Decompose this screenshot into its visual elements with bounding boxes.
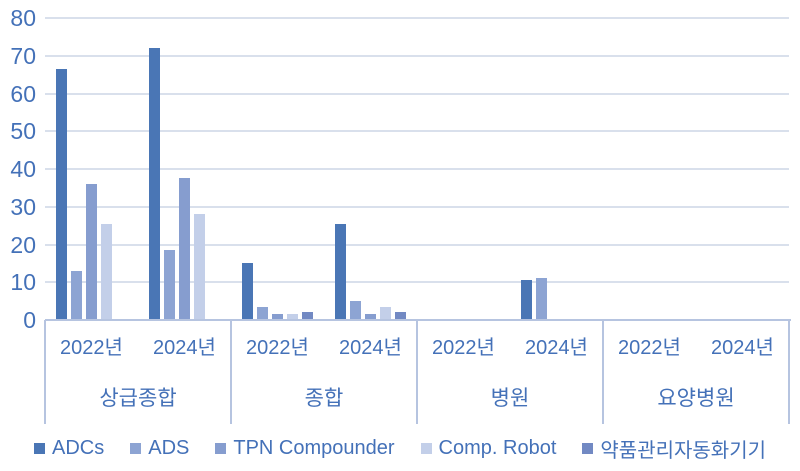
bar-adcs [55,68,68,320]
gridline [45,243,789,246]
bar-comp-robot [286,314,299,320]
bar-ads [256,306,269,320]
legend-item: ADS [130,437,189,460]
bar-adcs [148,48,161,320]
year-label: 2022년 [432,337,495,359]
legend-swatch-icon [34,443,45,454]
bar-adcs [520,280,533,320]
year-label: 2022년 [618,337,681,359]
legend-label: ADS [148,437,190,459]
legend-swatch-icon [215,443,227,454]
bar-약품관리자동화기기 [301,312,314,320]
y-tick-label: 70 [10,42,36,69]
legend-item: TPN Compounder [215,437,395,460]
bar-tpn-compounder [364,314,377,320]
bar-ads [163,250,176,320]
y-tick-label: 0 [23,307,36,333]
y-tick-label: 50 [10,118,36,145]
group-label: 종합 [304,387,344,410]
gridline [45,17,789,19]
y-tick-label: 30 [10,193,36,220]
legend-swatch-icon [582,443,594,454]
gridline [45,168,789,170]
year-label: 2024년 [339,337,402,359]
bar-ads [70,270,83,320]
y-tick-label: 80 [10,5,36,31]
bar-adcs [241,263,254,320]
axis-group-separator [602,320,604,424]
axis-group-separator [44,320,46,424]
group-label: 요양병원 [657,387,735,410]
year-label: 2024년 [153,337,216,359]
bar-tpn-compounder [271,314,284,320]
legend-label: Comp. Robot [438,437,557,459]
legend-label: ADCs [52,437,105,459]
axis-group-separator [788,320,790,424]
bar-약품관리자동화기기 [394,312,407,320]
y-tick-label: 10 [10,269,36,296]
group-label: 병원 [490,387,530,410]
bar-ads [349,301,362,320]
legend-swatch-icon [130,443,142,454]
gridline [45,130,789,133]
y-tick-label: 20 [10,231,36,258]
legend-swatch-icon [420,443,432,454]
gridline [45,92,789,95]
bar-tpn-compounder [85,184,98,320]
year-label: 2022년 [60,337,123,359]
bar-tpn-compounder [178,178,191,320]
bar-comp-robot [379,306,392,320]
year-label: 2024년 [525,337,588,359]
legend-label: TPN Compounder [233,437,395,459]
gridline [45,205,789,208]
gridline [45,54,789,57]
legend-item: 약품관리자동화기기 [582,434,766,463]
group-label: 상급종합 [99,387,177,410]
bar-comp-robot [193,214,206,320]
legend: ADCs ADS TPN Compounder Comp. Robot 약품관리자동화기… [0,434,800,463]
bar-ads [535,278,548,320]
axis-group-separator [416,320,418,424]
axis-group-separator [230,320,232,424]
gridline [45,281,789,284]
year-label: 2022년 [246,337,309,359]
y-tick-label: 40 [10,156,36,182]
bar-adcs [334,223,347,320]
year-label: 2024년 [711,337,774,359]
x-axis-line [45,319,791,321]
bar-comp-robot [100,223,113,320]
y-tick-label: 60 [10,80,36,107]
legend-item: ADCs [34,437,104,460]
legend-item: Comp. Robot [420,437,557,460]
legend-label: 약품관리자동화기기 [600,440,766,462]
